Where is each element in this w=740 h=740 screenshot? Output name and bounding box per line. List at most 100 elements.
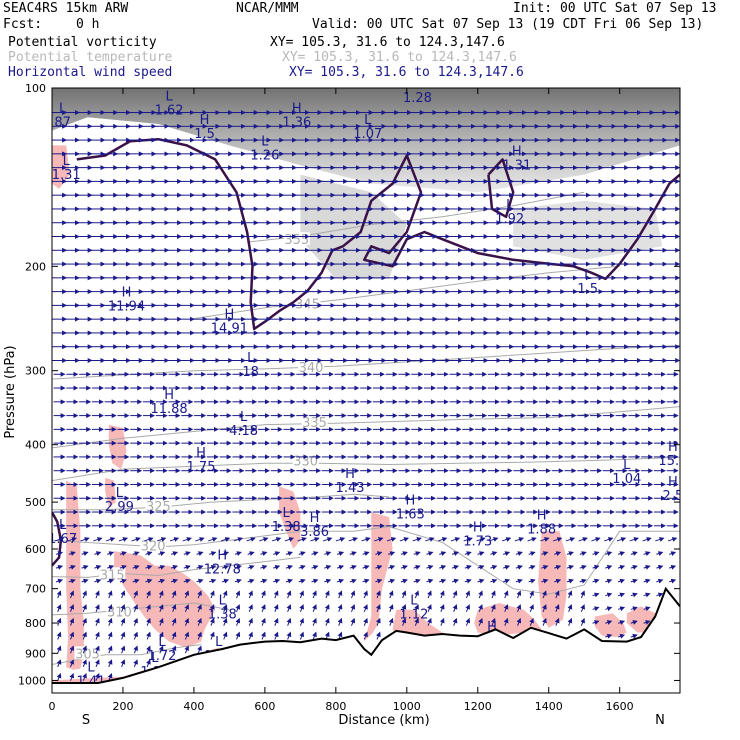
wind-vector (81, 565, 89, 570)
wind-vector (375, 551, 383, 556)
y-tick-label: 300 (25, 365, 46, 378)
y-tick-label: 700 (25, 583, 46, 596)
wind-vector (94, 673, 100, 681)
wind-vector (375, 590, 381, 599)
wind-vector (273, 590, 279, 599)
wind-vector (196, 578, 204, 584)
wind-vector (425, 537, 435, 542)
wind-vector (145, 551, 153, 556)
wind-vector (171, 617, 177, 626)
wind-vector (312, 590, 317, 599)
wind-vector (184, 590, 190, 599)
wind-vector (68, 551, 76, 556)
wind-vector (542, 590, 547, 599)
extremum-value: 1.26 (250, 148, 279, 163)
wind-vector (170, 578, 179, 584)
wind-vector (554, 590, 560, 599)
field-wind-name: Horizontal wind speed (8, 65, 173, 80)
extremum-value: 2.99 (105, 500, 134, 515)
extremum-type: H (487, 620, 497, 635)
wind-vector (171, 590, 177, 599)
extremum-value: 1.63 (396, 508, 425, 523)
x-axis-label: Distance (km) (338, 713, 429, 728)
wind-vector (527, 537, 537, 542)
extremum-type: L (240, 410, 248, 425)
wind-vector (299, 604, 304, 613)
wind-vector (107, 659, 113, 668)
wind-vector (439, 590, 445, 599)
y-tick-label: 900 (25, 647, 46, 660)
wind-vector (56, 617, 62, 626)
wind-vector (503, 590, 509, 599)
wind-vector (630, 592, 638, 598)
wind-vector (297, 537, 307, 542)
wind-vector (171, 631, 177, 640)
x-tick-label: 400 (183, 700, 204, 713)
extremum-value: 87 (54, 116, 71, 131)
wind-vector (361, 537, 371, 542)
wind-vector (336, 565, 345, 570)
wind-vector (528, 551, 536, 556)
extremum-value: 1.73 (463, 534, 492, 549)
wind-vector (248, 604, 253, 613)
pv-shaded-region (594, 613, 627, 638)
extremum-value: 1.43 (336, 481, 365, 496)
wind-vector (375, 631, 381, 640)
wind-vector (56, 604, 62, 613)
wind-vector (107, 565, 115, 570)
wind-vector (465, 604, 471, 613)
wind-vector (591, 537, 601, 542)
wind-vector (656, 551, 664, 556)
wind-vector (311, 565, 319, 570)
wind-vector (222, 590, 228, 599)
wind-vector (439, 551, 447, 556)
wind-vector (401, 617, 407, 626)
x-tick-label: 1600 (606, 700, 634, 713)
wind-vector (145, 578, 153, 584)
wind-vector (208, 537, 218, 542)
wind-vector (170, 551, 179, 556)
wind-vector (388, 604, 394, 613)
wind-vector (68, 578, 76, 584)
wind-vector (260, 551, 268, 556)
wind-vector (464, 565, 472, 570)
wind-vector (515, 565, 523, 570)
x-tick-label: 200 (112, 700, 133, 713)
wind-vector (234, 565, 242, 570)
wind-vector (643, 620, 651, 625)
extremum-type: L (283, 506, 291, 521)
wind-vector (80, 537, 90, 542)
wind-vector (324, 551, 332, 556)
wind-vector (94, 590, 100, 599)
wind-vector (375, 578, 383, 584)
wind-vector (221, 551, 230, 556)
wind-vector (541, 578, 549, 584)
wind-vector (82, 673, 87, 681)
endpoint-left: S (82, 713, 90, 728)
wind-vector (133, 631, 138, 640)
theta-contour-line (52, 556, 301, 578)
wind-vector (375, 617, 381, 626)
wind-vector (362, 551, 370, 556)
wind-vector (55, 565, 64, 570)
wind-vector (542, 617, 547, 626)
wind-vector (298, 551, 306, 556)
extremum-value: 2.5 (663, 489, 684, 504)
wind-vector (579, 565, 587, 570)
wind-vector (120, 590, 126, 599)
wind-vector (439, 617, 445, 626)
extremum-value: 1.88 (527, 523, 556, 538)
wind-vector (350, 604, 356, 613)
wind-vector (324, 565, 332, 570)
wind-vector (490, 617, 496, 626)
wind-vector (451, 551, 460, 556)
wind-vector (260, 578, 268, 584)
wind-vector (82, 659, 87, 668)
wind-vector (350, 617, 356, 626)
wind-vector (120, 617, 126, 626)
wind-vector (133, 590, 138, 599)
wind-vector (617, 565, 626, 570)
wind-vector (427, 604, 432, 613)
extremum-value: 1.04 (612, 472, 641, 487)
